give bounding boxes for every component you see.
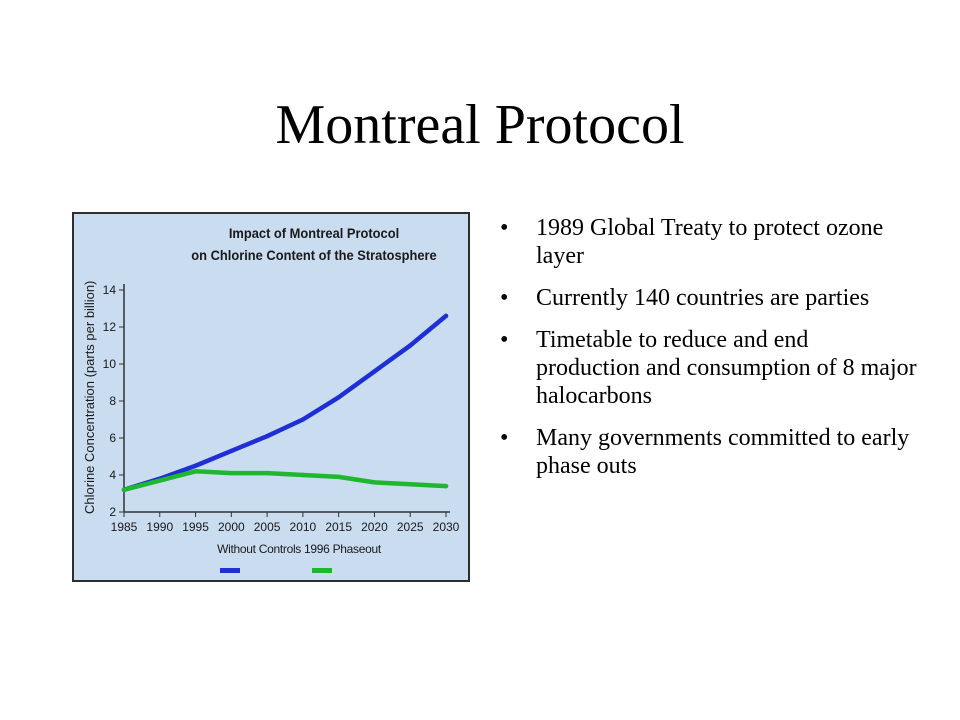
data-point-1996-phaseout: [372, 480, 377, 485]
data-point-1996-phaseout: [408, 482, 413, 487]
data-point-1996-phaseout: [193, 469, 198, 474]
bullet-list: • 1989 Global Treaty to protect ozone lay…: [498, 214, 918, 494]
data-point-1996-phaseout: [121, 487, 127, 492]
data-point-1996-phaseout: [443, 483, 449, 489]
series-line-without-controls: [121, 313, 449, 493]
bullet-dot: •: [500, 425, 509, 451]
series-line-1996-phaseout: [121, 469, 449, 493]
bullet-dot: •: [500, 285, 509, 311]
bullet-text: Currently 140 countries are parties: [536, 285, 870, 311]
data-point-1996-phaseout: [264, 470, 270, 476]
bullet-dot: •: [500, 215, 509, 241]
y-axis-label: Chlorine Concentration (parts per billio…: [82, 280, 97, 514]
x-tick-label: 2030: [433, 520, 460, 534]
chart-plot: 2 4 6 8 10 12 14 1985 1990 1995 2000 2005 2010 2015 20…: [103, 283, 460, 573]
bullet-item: • Currently 140 countries are parties: [498, 284, 918, 312]
bullet-dot: •: [500, 327, 509, 353]
data-point-without-controls: [443, 313, 449, 319]
bullet-item: • 1989 Global Treaty to protect ozone lay…: [498, 214, 918, 270]
data-point-without-controls: [229, 448, 234, 454]
bullet-text: 1989 Global Treaty to protect ozone laye…: [536, 215, 884, 269]
y-tick-label: 2: [109, 505, 116, 519]
legend-swatch-1996-phaseout: [312, 568, 332, 573]
bullet-item: • Many governments committed to early pha…: [498, 424, 918, 480]
chart-title-line1: Impact of Montreal Protocol: [228, 225, 400, 241]
x-tick-label: 2005: [254, 520, 281, 534]
slide-title: Montreal Protocol: [275, 94, 685, 156]
x-tick-label: 1995: [182, 520, 209, 534]
chlorine-chart: 2 4 6 8 10 12 14 1985 1990 1995 2000 2005 2010 2015 20…: [72, 212, 470, 582]
x-tick-label: 2025: [397, 520, 424, 534]
data-point-without-controls: [264, 433, 270, 439]
bullet-item: • Timetable to reduce and end production …: [498, 326, 918, 410]
y-tick-label: 8: [109, 394, 116, 408]
chart-title-line2: on Chlorine Content of the Stratosphere: [191, 247, 437, 263]
x-tick-label: 1985: [111, 520, 138, 534]
data-point-1996-phaseout: [336, 474, 341, 480]
legend-swatch-without-controls: [220, 568, 240, 573]
bullet-text: Many governments committed to early phas…: [536, 425, 910, 479]
x-tick-label: 2010: [290, 520, 317, 534]
bullet-text: Timetable to reduce and end production a…: [536, 327, 917, 409]
x-tick-label: 2000: [218, 520, 245, 534]
data-point-1996-phaseout: [157, 478, 162, 483]
x-tick-label: 2020: [361, 520, 388, 534]
data-point-without-controls: [408, 343, 413, 348]
data-point-without-controls: [336, 395, 341, 400]
x-tick-label: 1990: [146, 520, 173, 534]
data-point-without-controls: [300, 417, 306, 422]
data-point-without-controls: [193, 463, 198, 468]
data-point-without-controls: [372, 369, 377, 374]
y-tick-label: 14: [103, 283, 117, 297]
y-tick-label: 10: [103, 357, 117, 371]
data-point-1996-phaseout: [229, 470, 234, 476]
y-tick-label: 12: [103, 320, 117, 334]
data-point-1996-phaseout: [300, 472, 306, 478]
legend-label: Without Controls 1996 Phaseout: [217, 542, 381, 556]
y-tick-label: 6: [109, 431, 116, 445]
y-tick-label: 4: [109, 468, 116, 482]
x-tick-label: 2015: [325, 520, 352, 534]
